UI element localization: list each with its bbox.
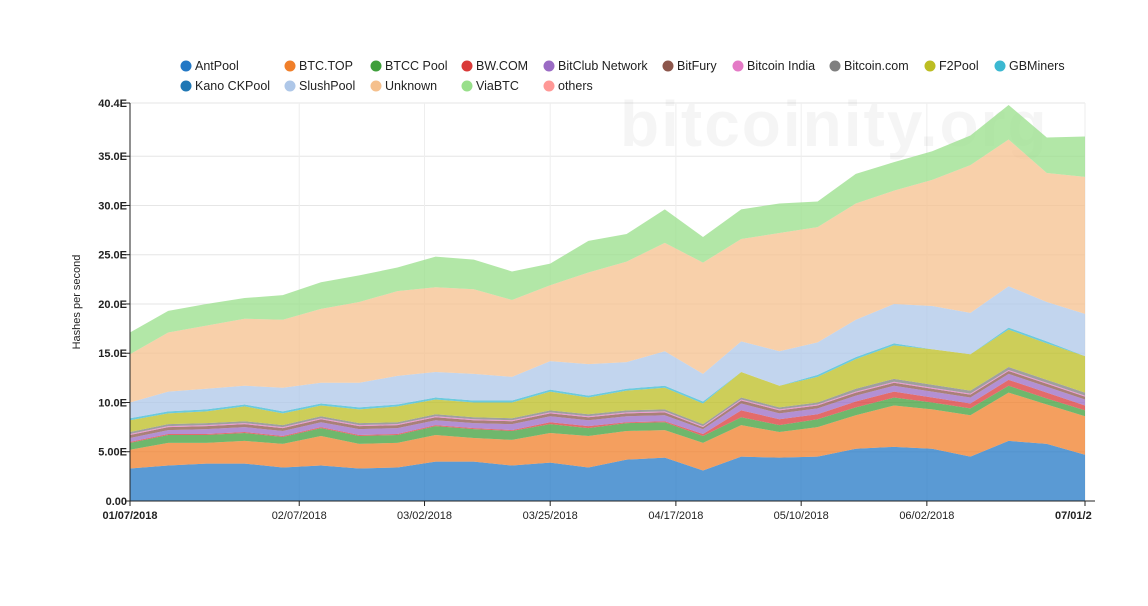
legend-label-btcc-pool[interactable]: BTCC Pool: [385, 59, 448, 73]
y-tick-label: 5.00E: [98, 447, 127, 459]
legend-label-antpool[interactable]: AntPool: [195, 59, 239, 73]
x-tick-label: 05/10/2018: [774, 510, 829, 522]
x-tick-label: 02/07/2018: [272, 510, 327, 522]
y-tick-label: 25.0E: [98, 250, 127, 262]
legend-swatch-unknown: [370, 80, 382, 92]
legend-swatch-btcc-pool: [370, 60, 382, 72]
legend-swatch-antpool: [180, 60, 192, 72]
legend-swatch-gbminers: [994, 60, 1006, 72]
legend-swatch-bitfury: [662, 60, 674, 72]
legend-label-others[interactable]: others: [558, 79, 593, 93]
legend-label-slushpool[interactable]: SlushPool: [299, 79, 355, 93]
y-tick-label: 40.4E: [98, 98, 127, 110]
chart-axes: [129, 103, 1095, 502]
area-antpool: [130, 440, 1085, 501]
legend-label-bitcoin-india[interactable]: Bitcoin India: [747, 59, 815, 73]
legend-swatch-kano-ckpool: [180, 80, 192, 92]
x-tick-label: 06/02/2018: [899, 510, 954, 522]
legend-swatch-f2pool: [924, 60, 936, 72]
legend-label-bitfury[interactable]: BitFury: [677, 59, 717, 73]
x-tick-label: 03/25/2018: [523, 510, 578, 522]
legend-label-kano-ckpool[interactable]: Kano CKPool: [195, 79, 270, 93]
area-slushpool: [130, 286, 1085, 419]
y-tick-label: 0.00: [106, 496, 127, 508]
legend-label-bw-com[interactable]: BW.COM: [476, 59, 528, 73]
legend-swatch-btc-top: [284, 60, 296, 72]
legend-label-f2pool[interactable]: F2Pool: [939, 59, 979, 73]
x-tick-label: 04/17/2018: [648, 510, 703, 522]
x-tick-label: 03/02/2018: [397, 510, 452, 522]
chart-areas: [130, 104, 1085, 501]
y-axis-ticks: 0.00 5.00E 10.0E 15.0E 20.0E 25.0E 30.0E 35.0E 4…: [98, 98, 130, 508]
area-unknown: [130, 139, 1085, 403]
y-axis-label: Hashes per second: [71, 255, 83, 350]
area-f2pool: [130, 329, 1085, 433]
y-tick-label: 15.0E: [98, 348, 127, 360]
legend-swatch-bitclub-network: [543, 60, 555, 72]
y-tick-label: 35.0E: [98, 151, 127, 163]
legend-label-bitcoin-com[interactable]: Bitcoin.com: [844, 59, 909, 73]
legend-swatch-slushpool: [284, 80, 296, 92]
legend-label-btc-top[interactable]: BTC.TOP: [299, 59, 353, 73]
area-viabtc: [130, 104, 1085, 355]
chart-legend: AntPool BTC.TOP BTCC Pool BW.COM BitClub Net…: [180, 59, 1065, 93]
legend-label-gbminers[interactable]: GBMiners: [1009, 59, 1065, 73]
legend-swatch-others: [543, 80, 555, 92]
x-tick-label: 07/01/2: [1055, 510, 1092, 522]
y-tick-label: 20.0E: [98, 299, 127, 311]
legend-label-unknown[interactable]: Unknown: [385, 79, 437, 93]
x-axis-ticks: 01/07/2018 02/07/2018 03/02/2018 03/25/2018…: [102, 501, 1092, 522]
legend-label-viabtc[interactable]: ViaBTC: [476, 79, 519, 93]
legend-label-bitclub-network[interactable]: BitClub Network: [558, 59, 648, 73]
area-btc-top: [130, 392, 1085, 471]
y-tick-label: 10.0E: [98, 397, 127, 409]
legend-swatch-bitcoin-com: [829, 60, 841, 72]
legend-swatch-viabtc: [461, 80, 473, 92]
y-tick-label: 30.0E: [98, 200, 127, 212]
x-tick-label: 01/07/2018: [102, 510, 157, 522]
legend-swatch-bw-com: [461, 60, 473, 72]
legend-swatch-bitcoin-india: [732, 60, 744, 72]
